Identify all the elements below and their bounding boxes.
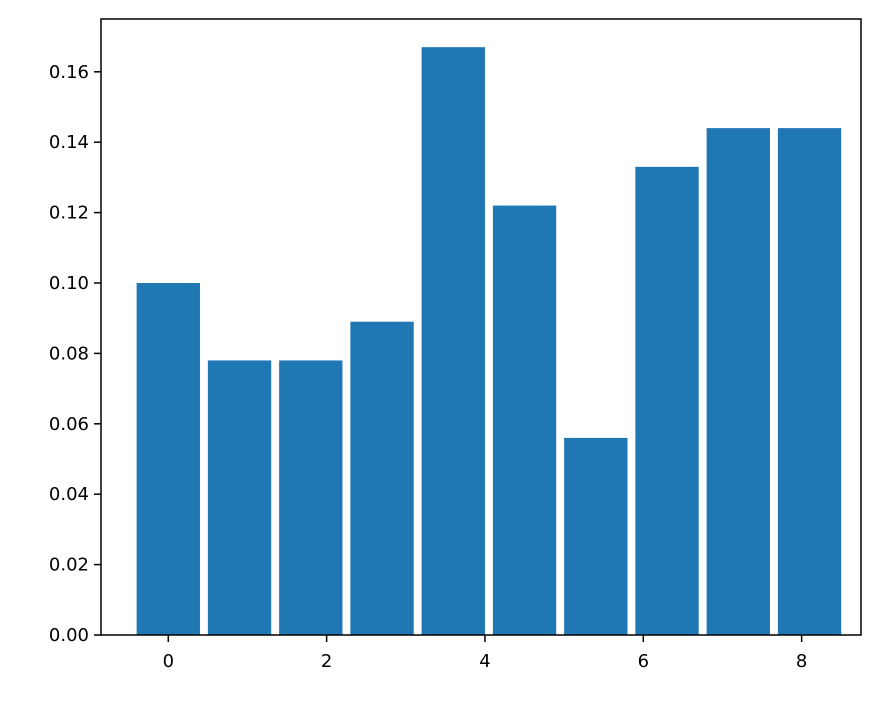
bar (706, 128, 770, 635)
y-tick-label: 0.08 (49, 343, 89, 364)
x-tick-label: 4 (479, 651, 490, 672)
bar (492, 205, 557, 635)
y-tick-label: 0.16 (49, 62, 89, 83)
y-tick-label: 0.14 (49, 132, 89, 153)
bar (635, 166, 699, 635)
axes-frame (100, 18, 862, 636)
y-tick-label: 0.10 (49, 273, 89, 294)
y-tick-label: 0.12 (49, 203, 89, 224)
x-tick-label: 6 (638, 651, 649, 672)
y-tick-label: 0.00 (49, 625, 89, 646)
bar (421, 47, 485, 636)
y-tick-label: 0.02 (49, 555, 89, 576)
bar (564, 437, 628, 635)
x-tick-label: 0 (163, 651, 174, 672)
y-tick-label: 0.06 (49, 414, 89, 435)
bar (207, 360, 272, 635)
x-tick-label: 8 (796, 651, 807, 672)
y-tick-label: 0.04 (49, 484, 89, 505)
bar (350, 321, 414, 635)
bar (136, 283, 200, 635)
bar (279, 360, 343, 635)
x-tick-label: 2 (321, 651, 332, 672)
bar (777, 128, 842, 635)
